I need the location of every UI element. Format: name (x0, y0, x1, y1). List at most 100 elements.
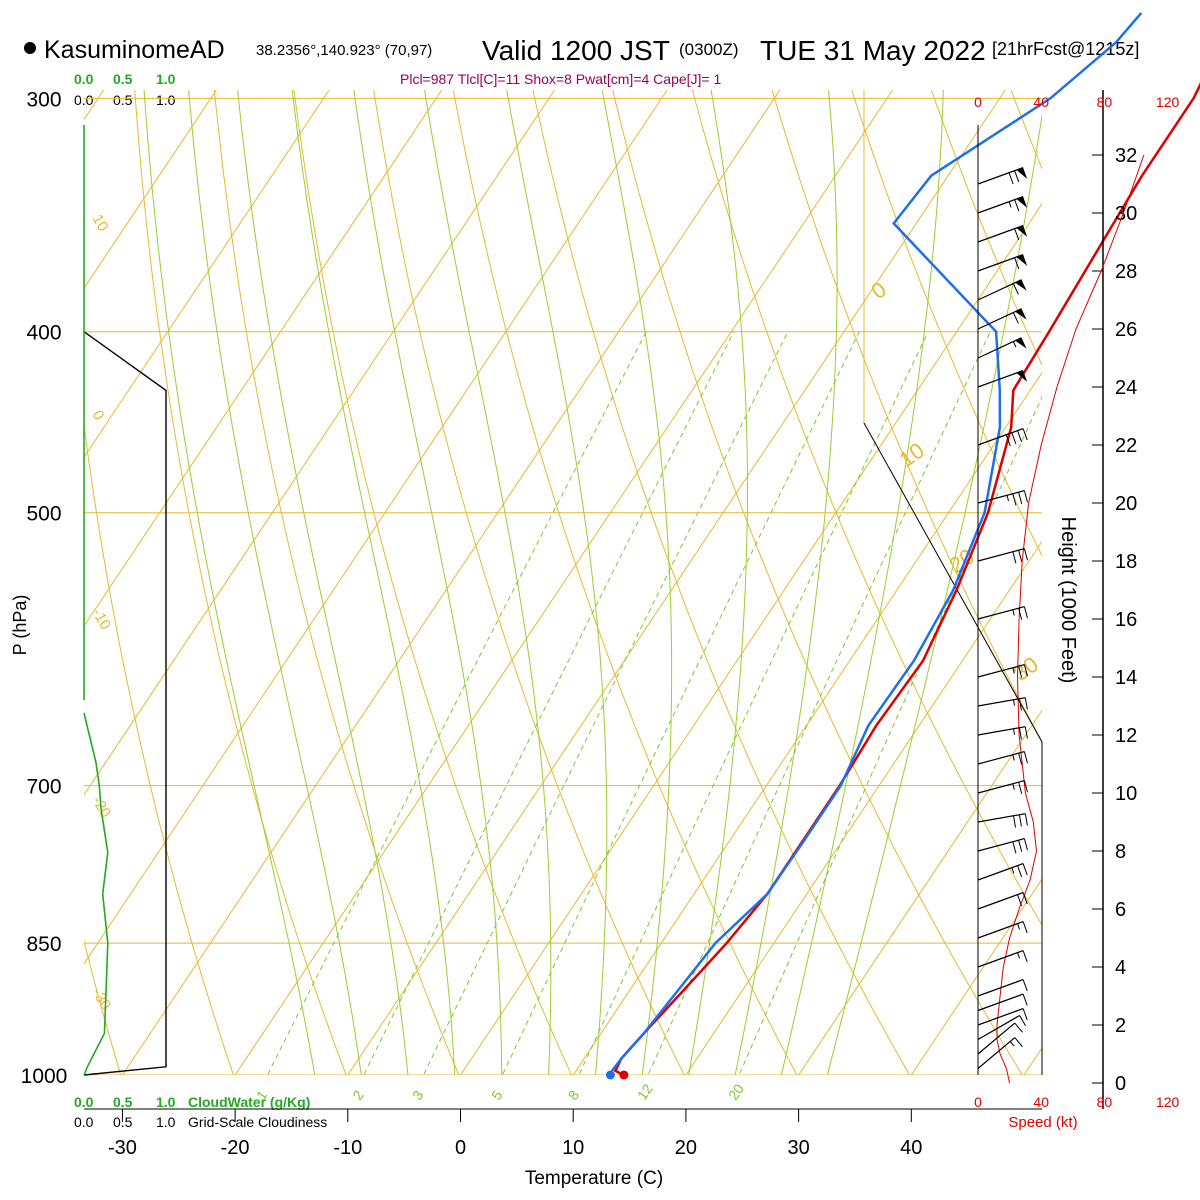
barb-staff (977, 428, 1024, 446)
wind-barb (977, 606, 1028, 620)
cw-scale-b1: 0.5 (113, 1094, 133, 1110)
barb-flag (1015, 308, 1027, 320)
temp-tick--20: -20 (221, 1137, 250, 1159)
dry-adiabat (1176, 0, 1200, 1115)
barb-feather (1022, 921, 1028, 934)
barb-feather (1022, 1008, 1028, 1021)
cw-scale-b0: 0.0 (74, 1094, 94, 1110)
moist-adiabat (143, 90, 316, 1075)
barb-half-feather (1012, 754, 1015, 761)
barb-staff (977, 225, 1024, 243)
plot-right-boundary (863, 90, 1043, 1075)
barb-half-feather (1012, 667, 1015, 674)
isotherm (84, 90, 217, 290)
height-tick-20: 20 (1115, 493, 1137, 515)
dry-adiabat (612, 90, 1023, 1075)
barb-feather (1022, 428, 1028, 441)
isotherm (910, 878, 1042, 1075)
surface-dewpoint-dot (605, 1070, 615, 1080)
barb-half-feather (1011, 867, 1015, 874)
barb-staff (977, 370, 1024, 388)
barb-half-feather (1012, 341, 1017, 348)
wind-barb (977, 664, 1028, 678)
barb-feather (1018, 698, 1022, 711)
barb-feather (1023, 490, 1028, 503)
wind-barb (977, 726, 1028, 740)
cloudiness-label: Grid-Scale Cloudiness (188, 1114, 327, 1130)
dry-adiabat (452, 90, 798, 1075)
barb-feather (1014, 1037, 1023, 1048)
y-axis-label: P (hPa) (10, 595, 30, 656)
barb-half-feather (1013, 728, 1015, 735)
barb-feather (1019, 1015, 1027, 1027)
barb-staff (977, 548, 1025, 562)
wind-barbs (977, 167, 1028, 1069)
barb-half-feather (1009, 1041, 1015, 1047)
wind-barb (977, 308, 1027, 330)
temp-tick-20: 20 (675, 1137, 697, 1159)
barb-staff (977, 664, 1025, 678)
barb-feather (1012, 283, 1019, 295)
barb-staff (977, 863, 1024, 881)
barb-feather (1017, 894, 1023, 907)
wind-barb (977, 838, 1028, 854)
barb-staff (977, 308, 1022, 330)
cloudwater-label: CloudWater (g/Kg) (188, 1094, 310, 1110)
isotherm (460, 202, 1042, 1075)
dry-adiabat (134, 90, 347, 1075)
barb-feather (1022, 863, 1028, 876)
barb-staff (977, 1008, 1024, 1026)
cw-scale-0: 0.0 (74, 71, 94, 87)
surface-temperature-dot (619, 1070, 629, 1080)
height-tick-10: 10 (1115, 783, 1137, 805)
wind-barb (977, 225, 1028, 243)
barb-feather (1017, 430, 1023, 443)
barb-feather (1008, 172, 1014, 185)
dewpoint-line (609, 12, 1143, 1076)
isotherm (234, 90, 894, 1075)
barb-staff (977, 921, 1024, 939)
moist-adiabat (353, 90, 503, 1075)
barb-feather (1018, 814, 1022, 827)
cw-scale-b2: 1.0 (156, 1094, 176, 1110)
cl-scale-2: 1.0 (156, 92, 176, 108)
dry-adiabat (771, 90, 1042, 743)
isotherm (121, 90, 781, 1075)
wind-barb (977, 863, 1028, 881)
barb-feather (1018, 607, 1023, 620)
barb-feather (1005, 434, 1011, 447)
barb-staff (977, 697, 1026, 707)
height-tick-4: 4 (1115, 957, 1126, 979)
moist-adiabat (780, 90, 944, 1075)
height-tick-12: 12 (1115, 725, 1137, 747)
barb-half-feather (1012, 609, 1015, 616)
wind-barb (977, 279, 1027, 301)
barb-staff (977, 838, 1025, 852)
wind-barb (977, 428, 1028, 447)
barb-staff (977, 1014, 1020, 1041)
height-tick-14: 14 (1115, 667, 1137, 689)
barb-feather (1014, 199, 1020, 212)
moist-adiabat (506, 90, 608, 1075)
station-bullet-icon (24, 42, 36, 54)
barb-feather (1022, 979, 1028, 992)
barb-feather (1018, 665, 1023, 678)
cloudwater-scale-top: 0.0 0.5 1.0 (74, 71, 176, 87)
wind-barb (977, 1008, 1028, 1026)
height-tick-22: 22 (1115, 435, 1137, 457)
wind-barb (977, 490, 1028, 506)
pressure-tick-400: 400 (26, 322, 61, 345)
barb-feather (1018, 839, 1023, 852)
dry-adiabat (213, 90, 460, 1075)
barb-flag (1016, 167, 1028, 179)
temp-tick-10: 10 (562, 1137, 584, 1159)
barb-half-feather (1006, 495, 1009, 502)
wind-barb (977, 950, 1028, 968)
mixing-ratio-line (422, 331, 789, 1075)
dry-adiabat-label: 10 (895, 438, 929, 473)
barb-staff (977, 813, 1026, 823)
speed-tick-bottom: 40 (1033, 1094, 1049, 1110)
barb-feather (1024, 813, 1028, 826)
plot-frame (84, 90, 1043, 1110)
